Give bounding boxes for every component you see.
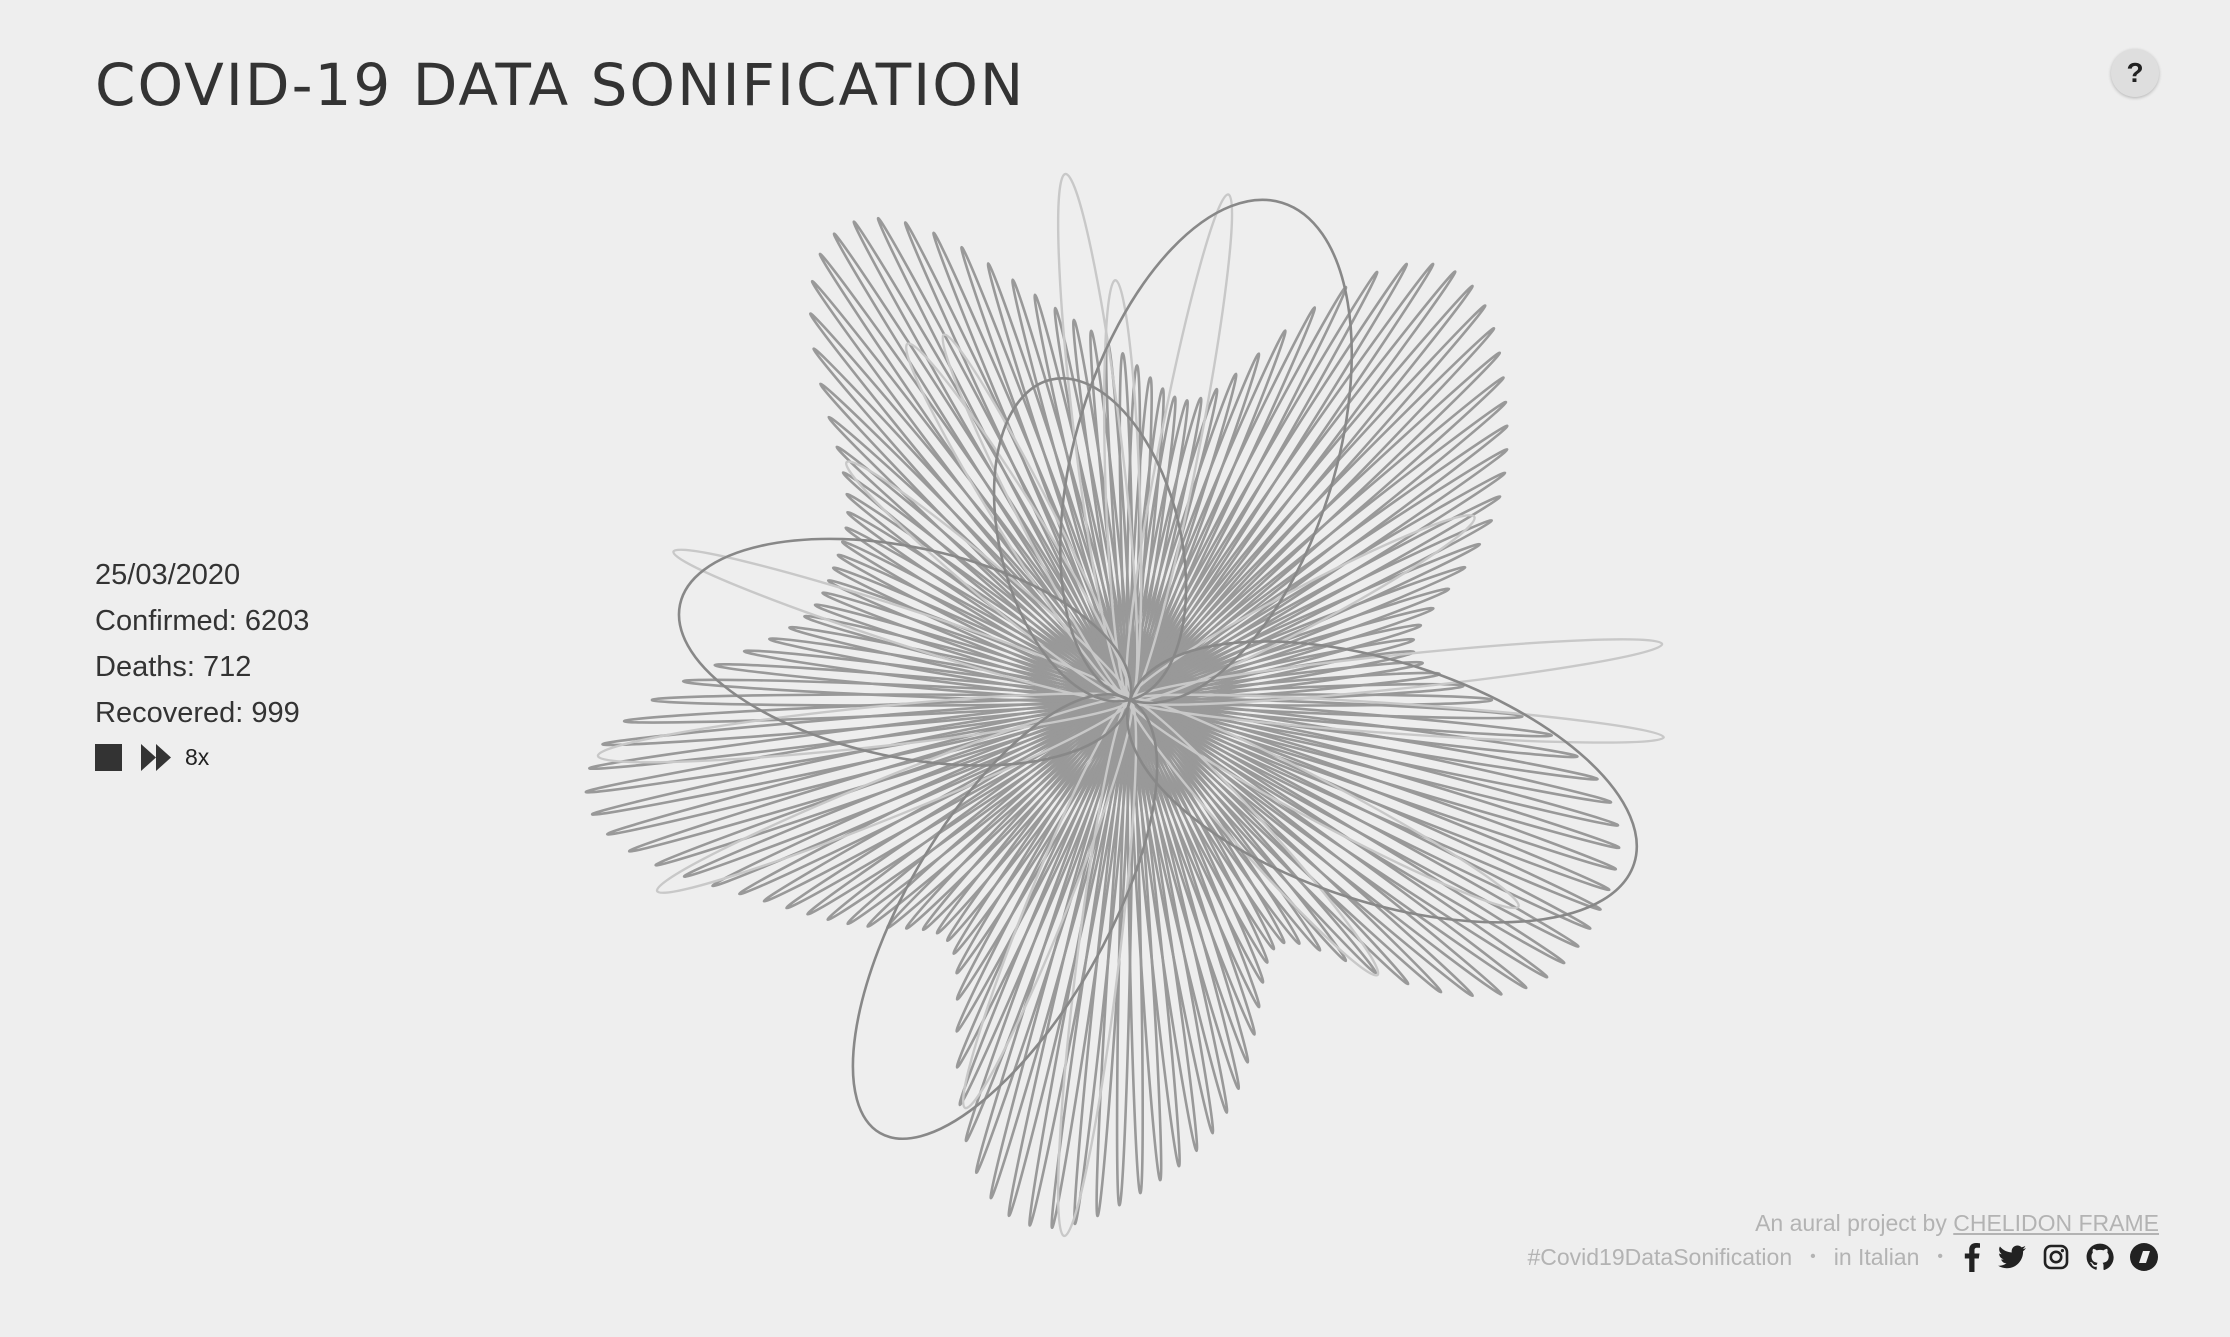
credit-row: An aural project by CHELIDON FRAME [1527, 1206, 2159, 1240]
deaths-value: 712 [203, 651, 252, 683]
behance-link[interactable] [2129, 1242, 2159, 1272]
footer-credits: An aural project by CHELIDON FRAME #Covi… [1527, 1206, 2159, 1274]
facebook-icon [1964, 1243, 1980, 1272]
page-title: COVID-19 DATA SONIFICATION [95, 51, 1026, 119]
fast-forward-button[interactable] [141, 743, 171, 771]
stats-date: 25/03/2020 [95, 559, 241, 591]
github-link[interactable] [2085, 1242, 2115, 1272]
stop-button[interactable] [95, 743, 122, 771]
large-petal [992, 377, 1188, 703]
hashtag-row: #Covid19DataSonification • in Italian • [1527, 1240, 2159, 1274]
recovered-value: 999 [251, 697, 300, 729]
separator: • [1810, 1248, 1816, 1265]
social-links [1961, 1242, 2159, 1272]
credit-prefix: An aural project by [1755, 1210, 1947, 1236]
stats-recovered: Recovered: 999 [95, 690, 309, 736]
sonification-flower-visualization [584, 172, 1665, 1238]
playback-controls: 8x [95, 740, 209, 774]
help-button[interactable]: ? [2111, 49, 2159, 97]
recovered-label: Recovered: [95, 697, 244, 729]
speed-label: 8x [185, 744, 210, 770]
stats-panel: 25/03/2020 Confirmed: 6203 Deaths: 712 R… [95, 552, 309, 736]
twitter-icon [1998, 1245, 2026, 1269]
stats-confirmed: Confirmed: 6203 [95, 598, 309, 644]
deaths-label: Deaths: [95, 651, 195, 683]
instagram-link[interactable] [2041, 1242, 2071, 1272]
chelidon-frame-link[interactable]: CHELIDON FRAME [1953, 1210, 2159, 1236]
italian-link[interactable]: in Italian [1833, 1244, 1920, 1270]
stats-deaths: Deaths: 712 [95, 644, 309, 690]
github-icon [2086, 1243, 2114, 1270]
fast-forward-icon [141, 743, 171, 771]
confirmed-label: Confirmed: [95, 605, 237, 637]
hashtag: #Covid19DataSonification [1527, 1244, 1793, 1270]
twitter-link[interactable] [1997, 1242, 2027, 1272]
behance-icon [2130, 1243, 2158, 1271]
separator: • [1937, 1248, 1943, 1265]
facebook-link[interactable] [1961, 1242, 1983, 1272]
instagram-icon [2043, 1244, 2069, 1270]
confirmed-value: 6203 [244, 605, 310, 637]
